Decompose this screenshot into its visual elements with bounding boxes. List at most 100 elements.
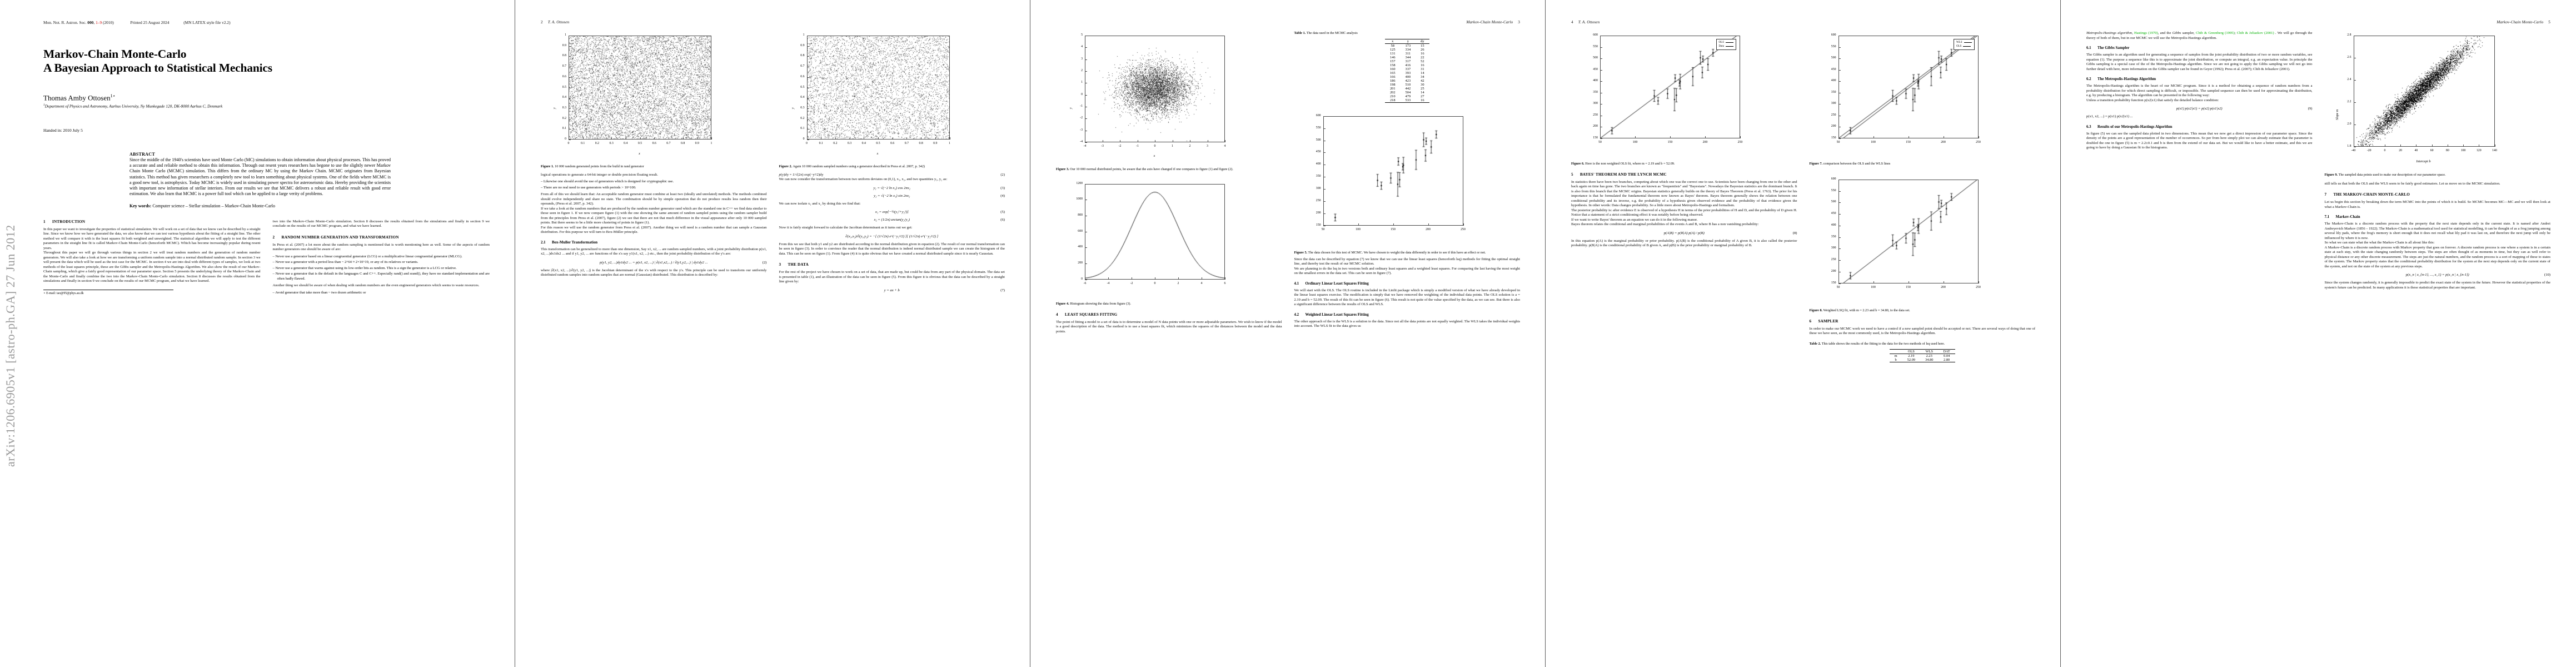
table-row: 125 334 26 (1385, 48, 1429, 52)
column-left: Metropolis-Hastings algorithm, Hastings … (2086, 31, 2313, 290)
axis-tick (1600, 81, 1602, 82)
paragraph: The other approach of the is the WLS is … (1294, 319, 1521, 328)
axis-tick-label-y: 150 (1831, 136, 1836, 140)
axis-tick-label-x: -20 (2366, 149, 2371, 152)
axis-tick-label-y: 0.9 (562, 43, 566, 47)
paragraph: In this paper we want to investigate the… (43, 227, 261, 250)
axis-tick-label-x: 0.9 (695, 142, 699, 145)
author-name: Thomas Amby Ottosen1⋆ (43, 93, 116, 102)
figure-5-caption: Figure 5. The data chosen for this test … (1294, 250, 1486, 255)
paragraph: logical operations to generate a 64-bit … (541, 172, 658, 177)
paragraph: In this equation p(A) is the marginal pr… (1571, 238, 1797, 248)
table-col-header: WLS (1920, 349, 1939, 354)
axis-tick (1838, 260, 1841, 261)
axis-tick-label-x: 0.7 (666, 142, 671, 145)
table-row: 131 311 16 (1385, 52, 1429, 56)
axis-tick (640, 137, 641, 140)
axis-tick-label-x: 250 (1976, 141, 1981, 144)
figure-6-plot: OLS Data 150 200 250 300 350 400 450 500 550 600 5… (1571, 31, 1797, 159)
figure-2-plot-area (806, 36, 950, 140)
axis-tick (569, 129, 571, 130)
table-body: m 2.19 2.23 0.04 b 52.09 34.80 2.80 (1889, 354, 1955, 363)
paragraph: If we take a look at the random numbers … (541, 206, 767, 225)
subsection-heading-4-1: 4.1 Ordinary Linear Least Squares Fitting (1294, 281, 1369, 286)
axis-tick (1838, 136, 1839, 138)
axis-tick (1085, 71, 1087, 72)
citation-link[interactable]: Hastings (2134, 31, 2147, 35)
axis-tick-label-x: 150 (1906, 141, 1911, 144)
axis-tick (2353, 80, 2356, 81)
paragraph: Throughout this paper we will go through… (43, 251, 261, 283)
axis-tick (1838, 237, 1841, 238)
axis-tick (1600, 136, 1601, 138)
paragraph: If we want to write Bayes' theorem as an… (1571, 217, 1698, 222)
paragraph-citations: Metropolis-Hastings algorithm, Hastings … (2086, 31, 2313, 40)
axis-tick (1600, 47, 1602, 48)
figure-2-xlabel: x (876, 152, 879, 156)
axis-tick (806, 46, 809, 47)
axis-tick-label-x: 0.3 (847, 142, 852, 145)
paragraph: In order to make our MCMC work we need t… (1809, 326, 2036, 336)
table-cell: 52.09 (1902, 358, 1921, 363)
citation-year[interactable]: (1970) (2148, 31, 2158, 35)
running-head-p5: Markov-Chain Monte-Carlo 5 (2497, 20, 2550, 24)
table-cell: 14 (1421, 90, 1424, 94)
list-item: There are no real need to use generators… (544, 186, 767, 191)
figure-1-caption: Figure 1. 10 000 random generated points… (541, 165, 644, 168)
table-cell: 2.23 (1926, 354, 1932, 359)
table-cell: 337 (1405, 67, 1411, 71)
table-row: 158 416 16 (1385, 63, 1429, 67)
axis-tick (1085, 118, 1087, 120)
table-cell: 393 (1405, 71, 1411, 75)
axis-tick-label-x: -4 (1107, 281, 1110, 285)
citation-link[interactable]: Chib & Greenberg (2195, 31, 2224, 35)
table-row: 157 317 52 (1385, 59, 1429, 63)
axis-tick (569, 46, 571, 47)
axis-tick-label-x: -3 (1101, 145, 1104, 148)
axis-tick (1705, 136, 1706, 138)
paragraph: The point of fitting a model to a set of… (1056, 320, 1282, 334)
table-col-header (1889, 349, 1902, 354)
table-col-header: x (1384, 38, 1401, 44)
axis-tick (569, 118, 571, 120)
table-row: 210 479 27 (1385, 94, 1429, 98)
section-heading-2: 2 RANDOM NUMBER GENERATION AND TRANSFORMA… (272, 235, 399, 240)
axis-tick (1085, 142, 1087, 143)
axis-tick-label-y: 400 (1831, 79, 1836, 83)
axis-tick-label-y: 550 (1831, 44, 1836, 48)
axis-tick (1323, 128, 1326, 129)
page-1: arXiv:1206.6905v1 [astro-ph.GA] 27 Jun 2… (0, 0, 515, 667)
citation-link[interactable]: Chib & Jeliazkov (2236, 31, 2263, 35)
running-head-p2: 2 T. A. Ottosen (541, 20, 570, 24)
section-heading-5: 5 BAYES' THEOREM AND THE LYNCH MCMC (1571, 172, 1667, 177)
axis-tick-label-y: 4 (1081, 45, 1083, 49)
equation-5: x₁ = exp[−½(y₁²+y₂²)] (5) (875, 210, 1005, 215)
page-5: Markov-Chain Monte-Carlo 5 Metropolis-Has… (2061, 0, 2576, 667)
citation-year[interactable]: (1995) (2225, 31, 2235, 35)
table-row: 198 510 30 (1385, 83, 1429, 87)
table-cell: 34.80 (1920, 358, 1939, 363)
page-number: 3 (1518, 20, 1520, 24)
axis-tick-label-y: 450 (1831, 67, 1836, 71)
title-line-2: A Bayesian Approach to Statistical Mecha… (43, 61, 272, 74)
figure-3-xlabel: x (1153, 155, 1155, 158)
figure-7-plot: WLS OLS 150 200 250 300 350 400 450 500 550 600 50… (1810, 31, 2036, 159)
axis-tick-label-x: 0.3 (609, 142, 614, 145)
axis-tick-label-y: 300 (1831, 246, 1836, 250)
axis-tick (806, 118, 809, 120)
table-row: 186 423 42 (1385, 79, 1429, 83)
table-cell: 218 (1384, 98, 1401, 103)
figure-9-xlabel: Intercept b (2416, 160, 2431, 163)
axis-tick (1838, 138, 1841, 139)
table-1-block: Table 1. The data used in the MCMC analy… (1294, 31, 1521, 103)
citation-year[interactable]: (2001) (2264, 31, 2274, 35)
table-1-caption: Table 1. The data used in the MCMC analy… (1294, 31, 1358, 35)
table-cell: 30 (1421, 82, 1424, 87)
axis-tick (1393, 223, 1394, 226)
axis-tick-label-x: 1 (1172, 145, 1173, 148)
axis-tick (806, 56, 809, 57)
axis-tick-label-y: 600 (1316, 113, 1321, 117)
table-cell: 510 (1405, 82, 1411, 87)
axis-tick-label-x: 250 (1737, 141, 1743, 144)
